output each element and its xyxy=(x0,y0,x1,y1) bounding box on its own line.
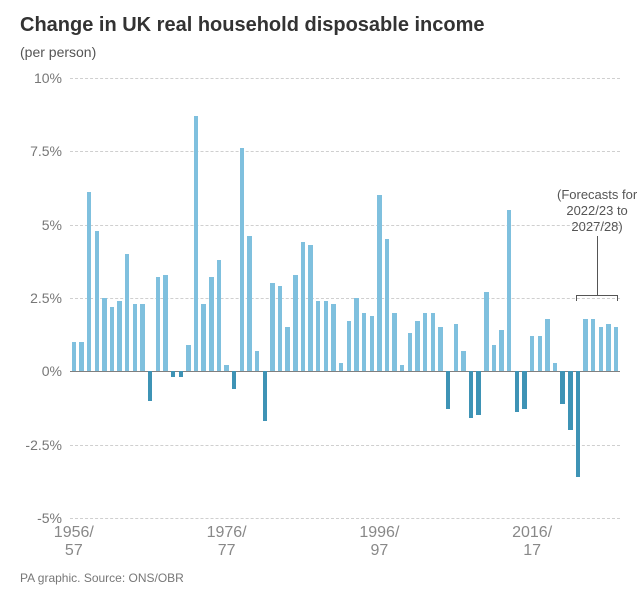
bar xyxy=(347,321,351,371)
y-axis-label: 10% xyxy=(34,70,70,86)
bar xyxy=(179,371,183,377)
bar xyxy=(125,254,129,371)
x-axis-label: 2016/17 xyxy=(502,524,562,561)
bar xyxy=(209,277,213,371)
bar xyxy=(415,321,419,371)
bar xyxy=(385,239,389,371)
bar xyxy=(110,307,114,372)
bar xyxy=(293,275,297,372)
bar xyxy=(560,371,564,403)
bar xyxy=(431,313,435,372)
x-axis-label: 1956/57 xyxy=(44,524,104,561)
bar xyxy=(247,236,251,371)
bar xyxy=(614,327,618,371)
bar xyxy=(339,363,343,372)
bar xyxy=(522,371,526,409)
bar xyxy=(87,192,91,371)
chart-title: Change in UK real household disposable i… xyxy=(20,14,485,37)
bar xyxy=(102,298,106,371)
y-axis-label: 0% xyxy=(42,363,70,379)
bar xyxy=(606,324,610,371)
bar xyxy=(515,371,519,412)
bar xyxy=(392,313,396,372)
bar xyxy=(308,245,312,371)
x-axis-label: 1976/77 xyxy=(197,524,257,561)
bar xyxy=(530,336,534,371)
bar xyxy=(423,313,427,372)
bar xyxy=(79,342,83,371)
bar xyxy=(171,371,175,377)
x-axis-label: 1996/97 xyxy=(349,524,409,561)
bar xyxy=(377,195,381,371)
bar xyxy=(476,371,480,415)
bar xyxy=(331,304,335,371)
bar xyxy=(140,304,144,371)
bar xyxy=(408,333,412,371)
bar xyxy=(583,319,587,372)
bar xyxy=(117,301,121,371)
y-axis-label: 5% xyxy=(42,217,70,233)
bar xyxy=(72,342,76,371)
bar xyxy=(446,371,450,409)
bar xyxy=(568,371,572,430)
chart-container: Change in UK real household disposable i… xyxy=(0,0,640,595)
chart-footer: PA graphic. Source: ONS/OBR xyxy=(20,571,184,585)
bar xyxy=(484,292,488,371)
bar xyxy=(217,260,221,371)
bar xyxy=(507,210,511,371)
bar xyxy=(354,298,358,371)
bar xyxy=(224,365,228,371)
bar xyxy=(186,345,190,371)
chart-subtitle: (per person) xyxy=(20,44,96,60)
annotation-connector xyxy=(597,236,598,295)
bar xyxy=(133,304,137,371)
bar xyxy=(362,313,366,372)
bar xyxy=(255,351,259,372)
bar xyxy=(240,148,244,371)
bar xyxy=(285,327,289,371)
bar xyxy=(545,319,549,372)
bar xyxy=(370,316,374,372)
y-axis-label: 7.5% xyxy=(30,143,70,159)
bars-layer xyxy=(70,78,620,518)
bar xyxy=(438,327,442,371)
bar xyxy=(499,330,503,371)
bar xyxy=(400,365,404,371)
bar xyxy=(454,324,458,371)
y-axis-label: 2.5% xyxy=(30,290,70,306)
bar xyxy=(538,336,542,371)
bar xyxy=(194,116,198,371)
bar xyxy=(469,371,473,418)
bar xyxy=(576,371,580,477)
bar xyxy=(301,242,305,371)
bar xyxy=(163,275,167,372)
bar xyxy=(263,371,267,421)
bar xyxy=(95,231,99,372)
y-axis-label: -2.5% xyxy=(25,437,70,453)
bar xyxy=(591,319,595,372)
bar xyxy=(232,371,236,389)
bar xyxy=(278,286,282,371)
bar xyxy=(553,363,557,372)
gridline xyxy=(70,518,620,519)
bar xyxy=(156,277,160,371)
plot-area: -5%-2.5%0%2.5%5%7.5%10%1956/571976/77199… xyxy=(70,78,620,518)
bar xyxy=(148,371,152,400)
bar xyxy=(270,283,274,371)
bar xyxy=(201,304,205,371)
bar xyxy=(316,301,320,371)
bar xyxy=(324,301,328,371)
bar xyxy=(461,351,465,372)
bar xyxy=(599,327,603,371)
forecast-annotation: (Forecasts for2022/23 to2027/28) xyxy=(542,187,640,236)
bar xyxy=(492,345,496,371)
